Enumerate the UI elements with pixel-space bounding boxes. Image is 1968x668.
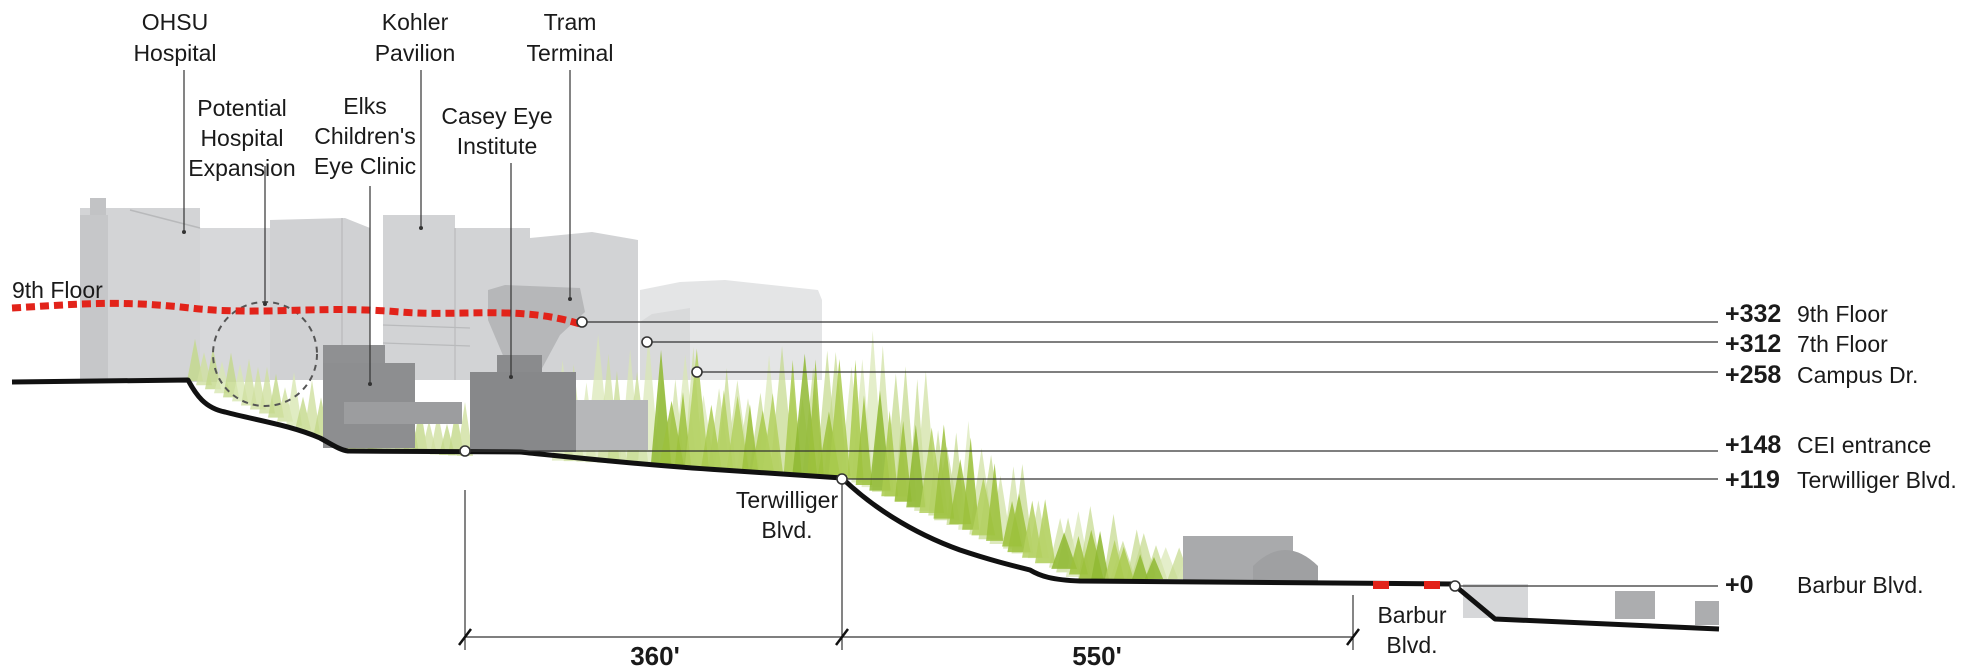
barbur-marker	[1424, 581, 1440, 589]
tree	[1132, 554, 1149, 579]
barbur-marker	[1373, 581, 1389, 589]
tree	[1034, 499, 1056, 564]
kohler-pavilion-label: Kohler Pavilion	[375, 9, 456, 66]
dimension-label: 360'	[630, 641, 680, 668]
barbur-label: Barbur Blvd.	[1377, 602, 1446, 658]
ground-profile	[11, 377, 1720, 632]
tree	[714, 390, 734, 469]
tree	[684, 348, 709, 468]
ohsu-hospital-label: OHSU Hospital	[133, 9, 216, 66]
leader-dot	[568, 297, 572, 301]
background-building	[640, 308, 690, 380]
elks-clinic-label: Elks Children's Eye Clinic	[314, 93, 416, 179]
ohsu-hospital-building	[80, 198, 370, 382]
elevation-node-barbur	[1449, 580, 1461, 592]
leader-dot	[509, 375, 513, 379]
tree	[741, 404, 758, 470]
tree	[1091, 531, 1109, 579]
elevation-value: +258	[1725, 361, 1781, 389]
tree	[906, 424, 926, 508]
casey-eye-label: Casey Eye Institute	[441, 103, 552, 159]
elevation-guides	[465, 321, 1718, 587]
dimension-lines	[458, 480, 1360, 650]
elevation-node-cei-entrance	[459, 445, 471, 457]
elevation-name: Campus Dr.	[1797, 362, 1918, 388]
tree	[223, 352, 239, 398]
tree	[1051, 532, 1077, 569]
tree	[205, 348, 221, 390]
elevation-node-9th-floor	[576, 316, 588, 328]
label-leaders	[183, 70, 571, 382]
elevation-value: +0	[1725, 571, 1754, 599]
tram-terminal-label: Tram Terminal	[527, 9, 614, 66]
potential-expansion-label: Potential Hospital Expansion	[188, 95, 295, 181]
tree	[933, 424, 955, 519]
tree	[1113, 546, 1134, 579]
elevation-name: 7th Floor	[1797, 331, 1888, 357]
elks-eye-clinic-building	[323, 345, 462, 448]
tree	[268, 373, 284, 418]
ninth-floor-line	[11, 299, 582, 328]
lower-buildings	[1183, 536, 1719, 625]
leader-dot	[419, 226, 423, 230]
tree	[701, 404, 722, 468]
leader-dot	[368, 382, 372, 386]
elevation-value: +312	[1725, 330, 1781, 358]
leader-dot	[263, 302, 267, 306]
dimension-label: 550'	[1072, 641, 1122, 668]
elevation-value: +332	[1725, 300, 1781, 328]
tree	[1007, 493, 1031, 553]
tree	[855, 395, 873, 486]
tram-terminal-structure	[488, 285, 585, 372]
elevation-name: Terwilliger Blvd.	[1797, 467, 1957, 493]
elevation-value: +148	[1725, 431, 1781, 459]
elevation-value: +119	[1725, 466, 1780, 494]
tree	[807, 359, 824, 475]
terwilliger-label: Terwilliger Blvd.	[736, 487, 839, 543]
elevation-node-7th-floor	[641, 336, 653, 348]
tree	[986, 463, 1004, 541]
tree	[304, 379, 320, 434]
elevation-name: 9th Floor	[1797, 301, 1888, 327]
ninth-floor-line-label: 9th Floor	[12, 277, 103, 303]
leader-dot	[182, 230, 186, 234]
tree	[187, 338, 203, 382]
tree	[762, 393, 783, 472]
hillside-trees	[187, 330, 1199, 579]
elevation-node-terwilliger	[836, 473, 848, 485]
tree	[412, 404, 428, 454]
tree	[962, 437, 980, 530]
tree	[828, 359, 851, 477]
elevation-node-campus-dr	[691, 366, 703, 378]
tree	[1144, 556, 1164, 579]
tree	[1022, 500, 1043, 558]
tree	[457, 401, 473, 456]
elevation-name: Barbur Blvd.	[1797, 572, 1924, 598]
elevation-name: CEI entrance	[1797, 432, 1931, 458]
tree	[894, 420, 912, 502]
casey-eye-institute-building	[470, 355, 648, 452]
tree	[881, 410, 899, 497]
tree	[286, 372, 302, 426]
